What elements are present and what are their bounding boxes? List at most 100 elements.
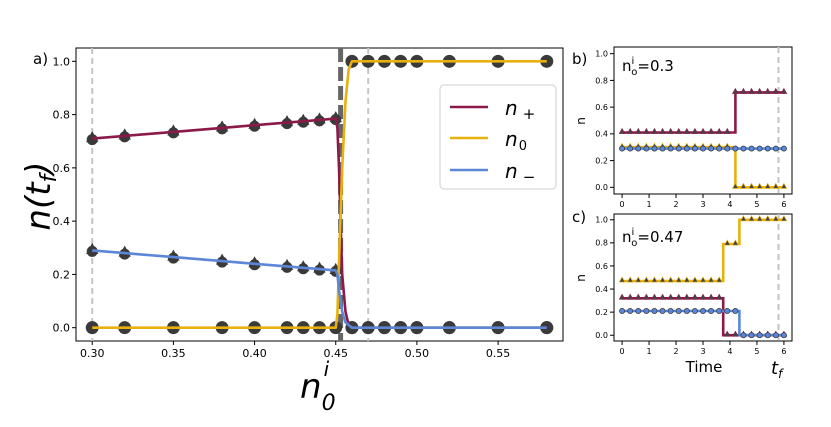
- x-tick-label: 0.45: [323, 347, 348, 360]
- panel-c-y-ticks: 0.0 0.2 0.4 0.6 0.8 1.0: [595, 216, 614, 340]
- panel-a-plot-area: [85, 48, 554, 341]
- series-marker-2: [724, 308, 731, 314]
- x-tick-label: 6: [781, 347, 786, 356]
- y-tick-label: 0.4: [595, 130, 608, 139]
- series-marker-2: [780, 332, 787, 339]
- series-marker-2: [683, 145, 690, 152]
- series-marker-2: [772, 332, 779, 339]
- series-marker-0: [659, 276, 666, 283]
- series-marker-2: [635, 308, 642, 314]
- series-marker-0: [772, 215, 780, 222]
- series-marker-2: [756, 332, 763, 339]
- series-marker-2: [708, 145, 715, 152]
- x-tick-label: 0.35: [161, 347, 186, 360]
- y-tick-label: 1.0: [595, 216, 608, 225]
- series-marker-0: [659, 127, 666, 134]
- panel-b-annotation: ni o=0.3: [622, 56, 674, 78]
- series-marker-1: [748, 182, 755, 189]
- x-tick-label: 0.30: [80, 347, 105, 360]
- series-marker-0: [715, 276, 723, 283]
- panel-a-label: a): [33, 50, 48, 68]
- series-line-1: [622, 296, 784, 337]
- series-marker-0: [707, 127, 715, 134]
- series-marker-0: [748, 87, 755, 94]
- series-marker-0: [634, 276, 642, 283]
- series-marker-0: [764, 87, 772, 94]
- panel-c-x-ticks: 0 1 2 3 4 5 6: [620, 341, 786, 356]
- x-tick-label: 0.40: [242, 347, 267, 360]
- series-marker-2: [667, 308, 674, 314]
- series-marker-1: [740, 182, 747, 189]
- x-tick-label: 1: [647, 347, 652, 356]
- x-tick-label: 0: [620, 347, 625, 356]
- panel-c-tf-label: tf: [771, 358, 784, 381]
- x-tick-label: 2: [673, 200, 678, 209]
- panel-a-y-ticks: 0.0 0.2 0.4 0.6 0.8 1.0: [53, 55, 76, 335]
- series-marker-2: [756, 145, 763, 152]
- series-marker-2: [683, 308, 690, 314]
- series-marker-0: [675, 276, 683, 283]
- x-tick-label: 2: [673, 347, 678, 356]
- series-marker-0: [691, 276, 699, 283]
- x-tick-label: 5: [754, 347, 759, 356]
- series-marker-0: [723, 127, 731, 134]
- series-marker-2: [675, 308, 682, 314]
- series-marker-2: [716, 308, 723, 314]
- y-tick-label: 0.2: [53, 268, 71, 281]
- series-marker-2: [691, 308, 698, 314]
- series-marker-1: [780, 182, 788, 189]
- series-marker-1: [667, 293, 674, 300]
- series-marker-0: [740, 215, 747, 222]
- series-line-1: [622, 145, 784, 189]
- x-tick-label: 3: [700, 200, 705, 209]
- x-tick-label: 4: [727, 347, 732, 356]
- series-marker-0: [667, 127, 674, 134]
- series-marker-1: [715, 293, 723, 300]
- y-tick-label: 0.4: [595, 285, 608, 294]
- y-tick-label: 0.6: [595, 103, 608, 112]
- series-marker-1: [626, 293, 634, 300]
- series-marker-0: [643, 127, 650, 134]
- y-tick-label: 0.0: [53, 322, 71, 335]
- series-marker-2: [619, 145, 626, 152]
- panel-b-x-ticks: 0 1 2 3 4 5 6: [620, 194, 786, 209]
- x-tick-label: 3: [700, 347, 705, 356]
- series-line-0: [92, 117, 547, 330]
- panel-c-annotation: ni o=0.47: [622, 227, 683, 249]
- series-marker-2: [764, 332, 771, 339]
- series-marker-1: [691, 293, 699, 300]
- series-marker-2: [764, 145, 771, 152]
- y-tick-label: 1.0: [595, 50, 608, 59]
- series-line-2: [92, 249, 547, 330]
- series-marker-2: [627, 308, 634, 314]
- series-marker-0: [683, 276, 691, 283]
- series-marker-0: [691, 127, 699, 134]
- series-marker-1: [634, 293, 642, 300]
- series-marker-1: [723, 330, 731, 337]
- series-marker-0: [732, 87, 739, 94]
- legend-box: [439, 84, 557, 190]
- series-marker-0: [756, 215, 763, 222]
- series-marker-2: [691, 145, 698, 152]
- series-marker-1: [772, 182, 780, 189]
- series-marker-1: [659, 293, 666, 300]
- series-marker-1: [643, 293, 650, 300]
- y-tick-label: 0.8: [595, 239, 608, 248]
- x-tick-label: 4: [727, 200, 732, 209]
- series-marker-2: [635, 145, 642, 152]
- panel-b-plot-area: [618, 47, 788, 194]
- x-tick-label: 6: [781, 200, 786, 209]
- panel-b-y-axis-label: n: [574, 117, 588, 125]
- series-marker-1: [675, 293, 683, 300]
- series-marker-1: [756, 182, 763, 189]
- panel-c-x-axis-label: Time: [685, 358, 723, 376]
- panel-a: a) 0.30 0.35 0.40 0.45 0.50 0.55 0.0 0.2 0.4 0.6…: [19, 47, 564, 416]
- x-tick-label: 1: [647, 200, 652, 209]
- panel-c-plot-area: [618, 214, 788, 341]
- series-marker-2: [700, 145, 706, 152]
- series-marker-0: [756, 87, 763, 94]
- series-marker-2: [675, 145, 682, 152]
- series-marker-0: [740, 87, 747, 94]
- series-marker-1: [764, 182, 772, 189]
- y-tick-label: 0.6: [53, 162, 71, 175]
